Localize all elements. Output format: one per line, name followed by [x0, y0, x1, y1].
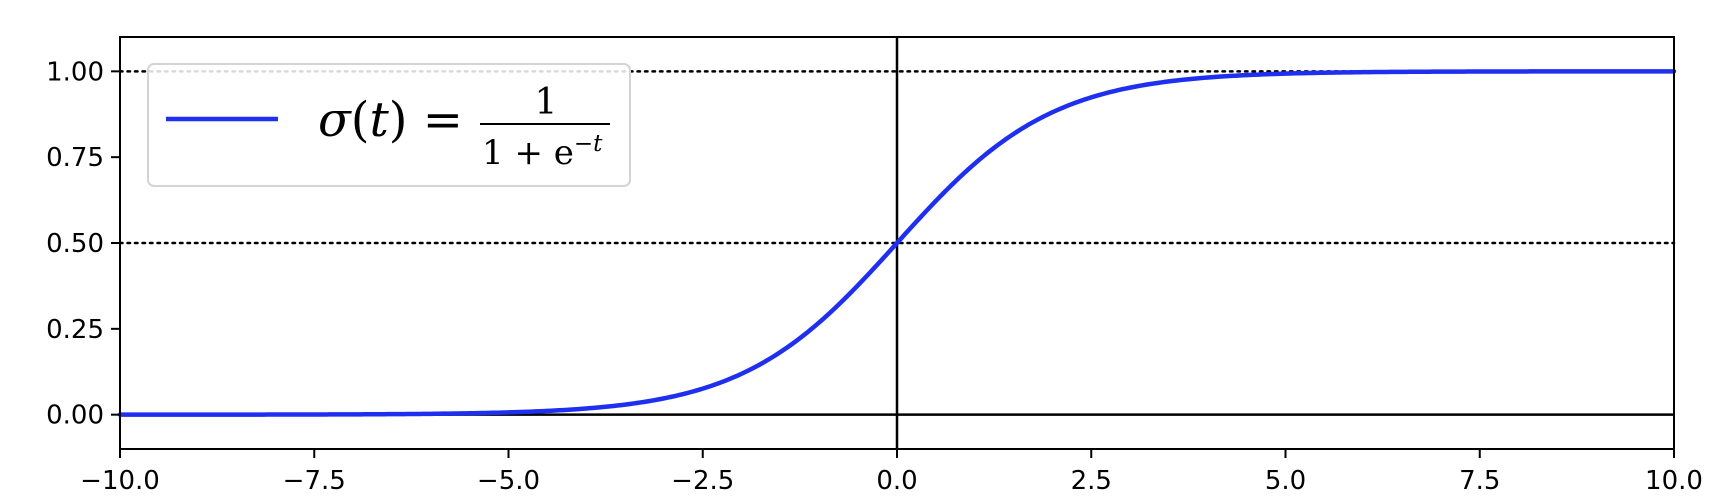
legend-box [147, 63, 631, 187]
y-tick-label: 0.75 [46, 143, 104, 173]
legend-variable: t [370, 92, 390, 148]
x-tick-label: 5.0 [1265, 466, 1306, 496]
x-tick-label: −10.0 [80, 466, 160, 496]
x-tick-label: 2.5 [1071, 466, 1112, 496]
sigmoid-series-line [117, 69, 1677, 417]
legend-numerator: 1 [535, 82, 558, 123]
legend-denominator-base: 1 + e [482, 133, 574, 173]
y-tick-label: 0.00 [46, 401, 104, 431]
y-tick-label: 0.25 [46, 315, 104, 345]
legend-symbol: σ [318, 92, 352, 148]
x-tick-label: −5.0 [477, 466, 540, 496]
x-axis-ticks: −10.0 −7.5 −5.0 −2.5 0.0 2.5 5.0 7.5 10.0 [80, 449, 1703, 496]
x-tick-label: 10.0 [1645, 466, 1703, 496]
x-tick-label: 0.0 [876, 466, 917, 496]
x-tick-label: −7.5 [283, 466, 346, 496]
legend: σ(t) = 1 1 + e−t [147, 63, 631, 187]
legend-label: σ(t) = [318, 92, 463, 148]
legend-open-paren: ( [351, 92, 370, 148]
legend-close-paren: ) = [389, 92, 463, 148]
y-tick-label: 0.50 [46, 229, 104, 259]
y-tick-label: 1.00 [46, 57, 104, 87]
x-tick-label: 7.5 [1459, 466, 1500, 496]
x-tick-label: −2.5 [671, 466, 734, 496]
legend-exponent: −t [574, 131, 603, 157]
y-axis-ticks: 0.00 0.25 0.50 0.75 1.00 [46, 57, 120, 431]
legend-denominator: 1 + e−t [482, 131, 603, 173]
